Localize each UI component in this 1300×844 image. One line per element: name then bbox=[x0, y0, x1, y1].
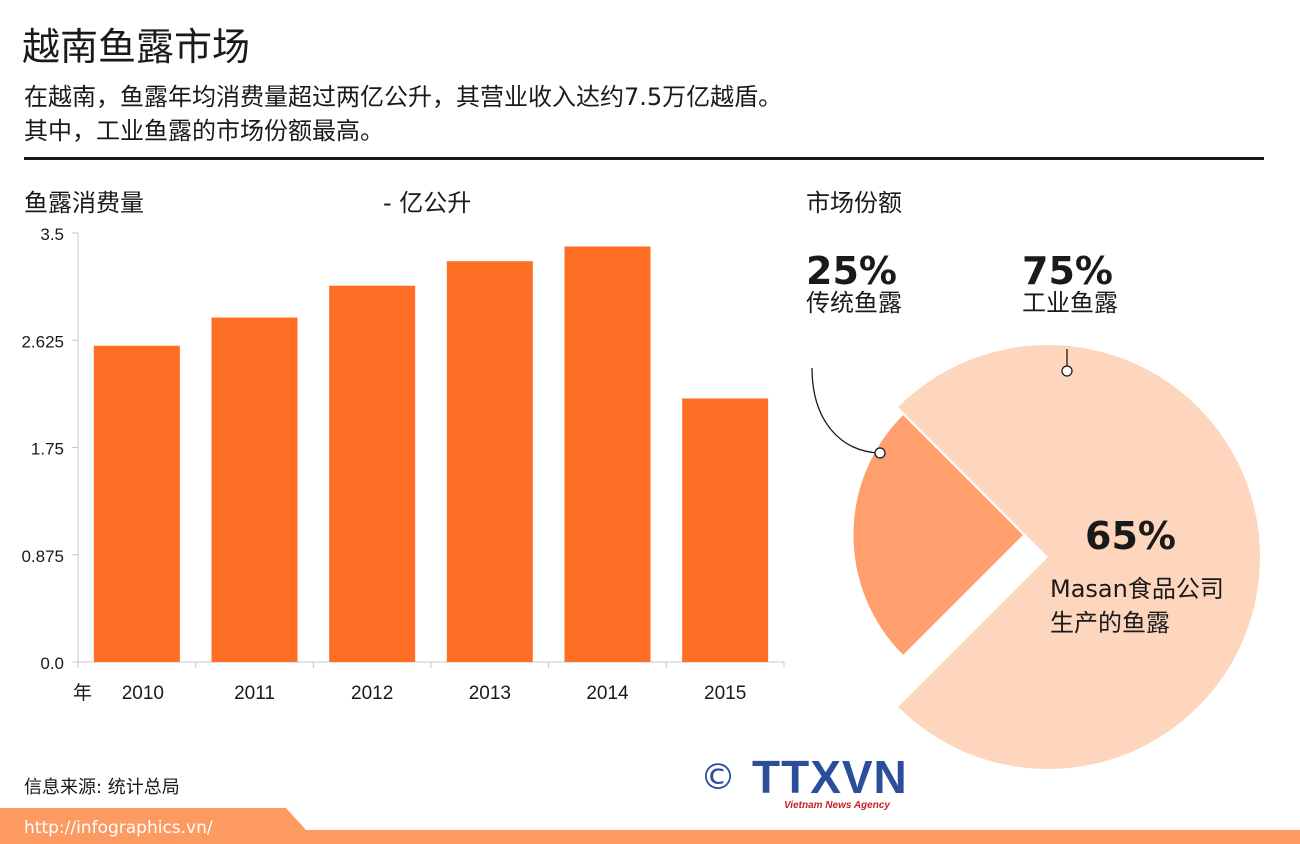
bar-chart-title: 鱼露消费量 bbox=[24, 189, 144, 217]
pie-slice-traditional bbox=[853, 415, 1023, 655]
footer-band bbox=[0, 830, 1300, 844]
bar-2011 bbox=[211, 317, 298, 662]
y-tick-label: 2.625 bbox=[21, 332, 64, 351]
masan-label-line-2: 生产的鱼露 bbox=[1050, 609, 1170, 637]
x-axis-prefix: 年 bbox=[73, 682, 92, 704]
masan-percent: 65% bbox=[1085, 514, 1176, 558]
bar-2015 bbox=[682, 398, 769, 662]
x-tick-label: 2010 bbox=[122, 683, 164, 704]
bar-2013 bbox=[446, 261, 533, 662]
footer-url-link[interactable]: http://infographics.vn/ bbox=[24, 818, 213, 838]
page-title: 越南鱼露市场 bbox=[22, 25, 251, 69]
source-note: 信息来源: 统计总局 bbox=[24, 777, 180, 798]
x-tick-label: 2013 bbox=[469, 683, 511, 704]
pie-group bbox=[811, 345, 1261, 769]
ttxvn-logo-subtitle: Vietnam News Agency bbox=[784, 800, 890, 811]
bar-group bbox=[93, 246, 769, 663]
leader-line-traditional bbox=[811, 367, 881, 454]
y-tick-label: 0.0 bbox=[40, 654, 64, 673]
pie-chart-title: 市场份额 bbox=[806, 189, 902, 217]
x-tick-label: 2015 bbox=[704, 683, 746, 704]
traditional-label: 传统鱼露 bbox=[806, 289, 902, 317]
bar-axis-group: 0.0 0.875 1.75 2.625 3.5 2010 2011 2012 2013 2014… bbox=[21, 225, 785, 704]
y-tick-label: 0.875 bbox=[21, 547, 64, 566]
subtitle-line-2: 其中，工业鱼露的市场份额最高。 bbox=[24, 117, 384, 145]
traditional-percent: 25% bbox=[806, 249, 897, 293]
bar-2014 bbox=[564, 246, 651, 663]
x-tick-label: 2014 bbox=[586, 683, 629, 704]
ttxvn-logo: TTXVN bbox=[752, 751, 908, 803]
masan-label-line-1: Masan食品公司 bbox=[1050, 575, 1224, 603]
y-tick-label: 1.75 bbox=[31, 440, 64, 459]
header-divider bbox=[24, 157, 1264, 160]
footer-tab bbox=[0, 808, 306, 844]
x-tick-label: 2011 bbox=[234, 683, 275, 704]
x-tick-label: 2012 bbox=[351, 683, 393, 704]
bar-2012 bbox=[329, 285, 416, 662]
bar-2010 bbox=[93, 345, 180, 662]
pie-slice-industrial bbox=[898, 345, 1261, 769]
leader-dot-industrial bbox=[1061, 365, 1073, 377]
bar-chart-unit: - 亿公升 bbox=[383, 189, 472, 217]
y-tick-label: 3.5 bbox=[40, 225, 64, 244]
industrial-label: 工业鱼露 bbox=[1022, 289, 1118, 317]
leader-dot-traditional bbox=[874, 447, 886, 459]
industrial-percent: 75% bbox=[1022, 249, 1113, 293]
copyright-icon: © bbox=[700, 757, 736, 798]
subtitle-line-1: 在越南，鱼露年均消费量超过两亿公升，其营业收入达约7.5万亿越盾。 bbox=[24, 83, 783, 111]
